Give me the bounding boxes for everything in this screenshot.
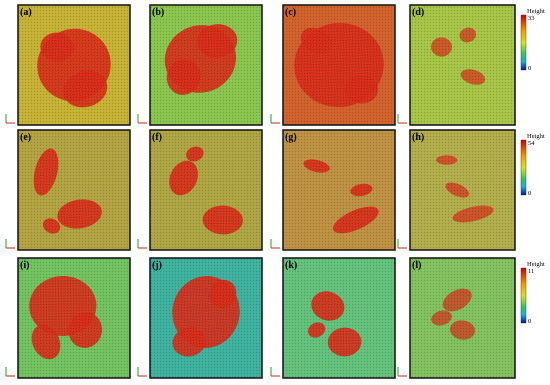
panel-frame [149,257,263,379]
panel-frame [17,4,131,126]
panel-label: (c) [285,7,296,18]
colorbar-title: Height [527,133,545,140]
texture [18,130,130,250]
texture [283,130,395,250]
panel-label: (k) [285,260,297,271]
panel: (j) [137,257,263,379]
panel-label: (g) [285,132,297,143]
texture [410,258,515,378]
panel-label: (a) [20,7,32,18]
panel-frame [282,4,396,126]
panel-label: (e) [20,132,31,143]
panel-frame [409,257,516,379]
colorbar-max: 11 [528,268,534,275]
panel-label: (d) [412,7,424,18]
colorbar-min: 0 [528,65,531,72]
texture [150,258,262,378]
panel: (i) [5,257,131,379]
texture [410,130,515,250]
panel-label: (i) [20,260,29,271]
panel-label: (f) [152,132,162,143]
panel: (g) [270,129,396,251]
texture [283,5,395,125]
panel-label: (b) [152,7,164,18]
panel-frame [282,129,396,251]
texture [18,5,130,125]
panel-label: (j) [152,260,162,271]
panel-frame [409,129,516,251]
panel-frame [149,129,263,251]
panel: (d) [397,4,516,126]
panel: (b) [137,4,263,126]
panel: (a) [5,4,131,126]
colorbar [520,267,527,324]
panel: (f) [137,129,263,251]
texture [410,5,515,125]
panel-frame [149,4,263,126]
panel-label: (l) [412,260,421,271]
colorbar-max: 33 [528,15,535,22]
panel: (k) [270,257,396,379]
panel: (c) [270,4,396,126]
colorbar [520,14,527,71]
colorbar-max: 54 [528,140,535,147]
panel: (l) [397,257,516,379]
panel-frame [17,257,131,379]
texture [150,5,262,125]
panel-frame [409,4,516,126]
panel: (h) [397,129,516,251]
colorbar-title: Height [527,8,545,15]
colorbar-min: 0 [528,318,531,325]
panel: (e) [5,129,131,251]
colorbar [520,139,527,196]
texture [283,258,395,378]
texture [18,258,130,378]
colorbar-title: Height [527,261,545,268]
colorbar-min: 0 [528,190,531,197]
panel-frame [282,257,396,379]
texture [150,130,262,250]
panel-label: (h) [412,132,424,143]
panel-frame [17,129,131,251]
